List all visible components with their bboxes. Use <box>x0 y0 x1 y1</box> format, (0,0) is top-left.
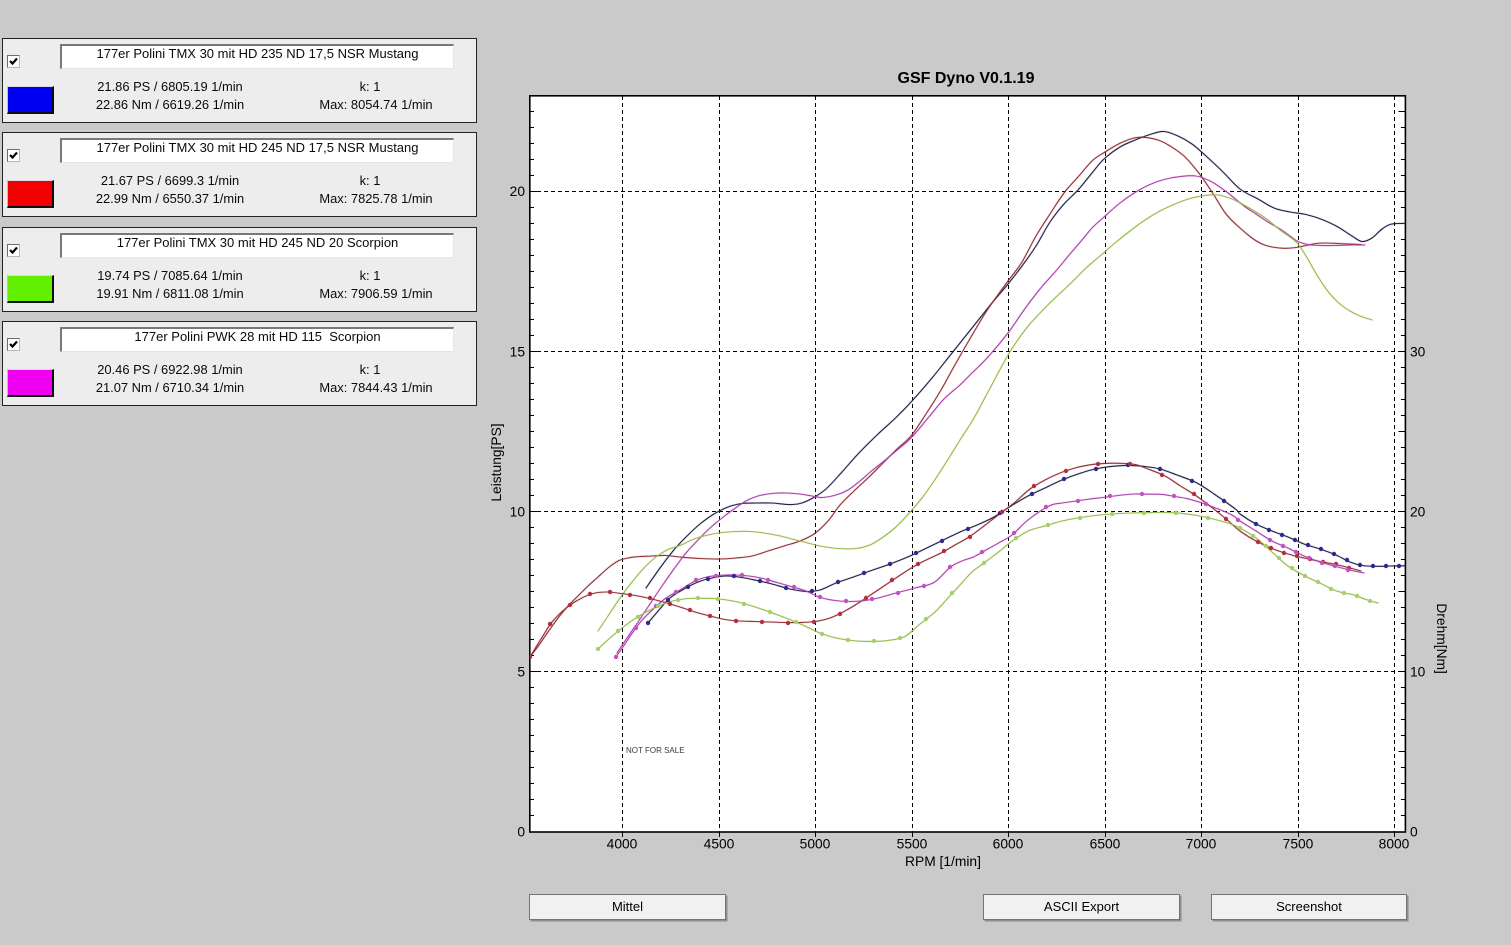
svg-text:7000: 7000 <box>1186 837 1217 852</box>
svg-text:20: 20 <box>510 184 526 199</box>
svg-text:5500: 5500 <box>897 837 928 852</box>
svg-text:6000: 6000 <box>993 837 1024 852</box>
svg-text:30: 30 <box>1410 344 1426 359</box>
svg-text:15: 15 <box>510 344 526 359</box>
svg-text:4000: 4000 <box>607 837 638 852</box>
svg-text:5000: 5000 <box>800 837 831 852</box>
svg-text:10: 10 <box>510 504 526 519</box>
svg-text:5: 5 <box>517 665 525 680</box>
svg-text:10: 10 <box>1410 665 1426 680</box>
svg-text:20: 20 <box>1410 504 1426 519</box>
svg-text:Leistung[PS]: Leistung[PS] <box>489 423 504 501</box>
svg-text:6500: 6500 <box>1090 837 1121 852</box>
svg-text:RPM [1/min]: RPM [1/min] <box>905 854 981 869</box>
svg-text:Drehm[Nm]: Drehm[Nm] <box>1434 603 1449 674</box>
svg-text:8000: 8000 <box>1379 837 1410 852</box>
svg-text:GSF Dyno V0.1.19: GSF Dyno V0.1.19 <box>898 70 1035 87</box>
svg-text:7500: 7500 <box>1283 837 1314 852</box>
svg-text:NOT FOR SALE: NOT FOR SALE <box>626 746 685 755</box>
svg-text:0: 0 <box>517 825 525 840</box>
svg-text:4500: 4500 <box>704 837 735 852</box>
svg-text:0: 0 <box>1410 825 1418 840</box>
